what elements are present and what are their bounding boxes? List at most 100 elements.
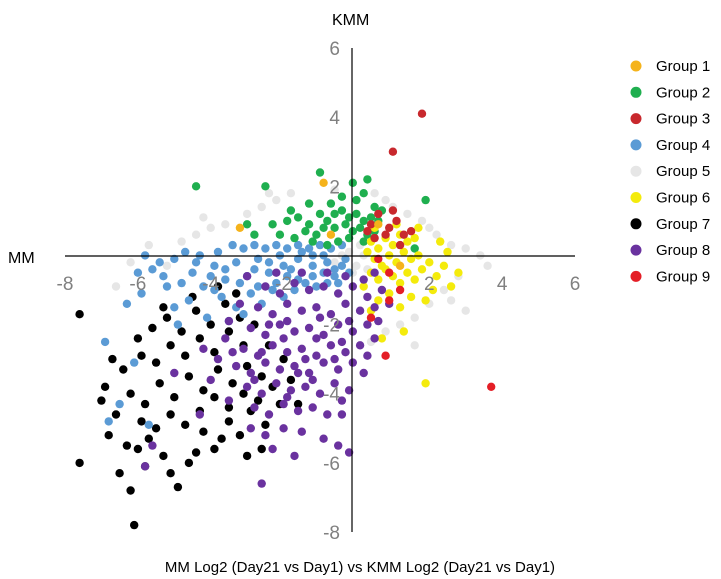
group-4-point [341,254,350,264]
group-7-point [151,424,161,433]
y-tick-label: 4 [329,108,340,129]
group-5-point [264,189,274,198]
group-8-point [341,272,350,281]
group-7-point [191,448,201,457]
group-2-point [304,199,314,208]
group-8-point [257,389,266,398]
group-8-point [301,354,310,364]
group-4-point [308,272,317,281]
group-7-point [184,372,194,381]
group-5-point [381,327,390,336]
group-4-point [104,417,113,426]
group-1-point [374,220,383,229]
group-4-point [272,240,281,250]
group-4-point [155,258,164,267]
group-8-point [239,344,248,353]
group-2-point [334,237,343,246]
legend-label-group-9: Group 9 [656,268,710,285]
group-2-point [337,206,347,215]
group-5-point [352,261,361,270]
group-2-point [275,230,285,239]
group-6-point [414,223,423,232]
group-9-point [385,296,394,305]
group-8-point [283,393,292,402]
y-tick-label: -6 [323,454,340,475]
group-7-point [75,458,84,468]
group-4-point [330,265,339,274]
group-8-point [344,448,354,457]
group-8-point [363,320,372,329]
group-4-point [173,320,183,329]
group-4-point [301,278,310,288]
group-5-point [410,313,419,322]
group-4-point [181,247,190,257]
group-9-point [487,382,496,391]
group-6-point [421,296,430,305]
group-6-point [399,327,408,336]
group-2-point [421,195,430,205]
group-4-point [137,289,146,298]
group-8-point [319,434,328,443]
y-tick-label: 6 [329,39,340,60]
group-8-point [250,375,259,385]
group-5-point [257,202,266,212]
group-8-point [261,282,270,291]
group-8-point [293,406,303,416]
group-7-point [181,420,190,429]
group-4-point [250,240,259,250]
group-2-point [323,216,332,226]
group-4-point [293,254,303,264]
group-4-point [308,261,317,270]
group-5-point [162,261,172,270]
y-tick-label: -2 [323,316,340,337]
group-7-point [195,334,204,343]
group-4-point [221,275,230,284]
group-5-point [286,189,296,198]
group-8-point [283,316,292,326]
group-2-point [301,227,310,236]
group-8-point [290,451,299,461]
legend-label-group-1: Group 1 [656,58,710,75]
group-5-point [191,230,201,239]
group-7-point [232,289,241,298]
group-8-point [279,399,288,409]
group-7-point [184,458,194,468]
group-5-point [381,195,390,205]
group-5-point [403,209,412,219]
group-7-point [108,354,117,364]
group-5-point [344,247,354,257]
group-4-point [144,420,153,429]
group-5-point [483,261,492,270]
group-8-point [242,272,252,281]
group-4-point [290,285,299,295]
group-5-point [206,223,215,232]
group-8-point [261,431,270,440]
group-2-point [268,220,277,229]
group-4-point [202,313,212,322]
group-8-point [246,424,255,433]
group-8-point [341,299,350,308]
group-1-point [326,230,336,239]
x-axis-label: MM [8,250,35,267]
group-2-point [355,223,365,232]
group-2-point [348,178,357,187]
group-7-point [224,417,234,426]
legend-marker-group-4 [630,139,642,151]
legend-marker-group-5 [630,165,642,177]
group-6-point [403,268,412,277]
group-8-point [206,375,215,385]
group-8-point [359,368,368,378]
group-8-point [242,382,252,391]
group-8-point [224,316,234,326]
group-6-point [406,292,416,302]
x-tick-label: -8 [57,274,74,295]
group-2-point [250,230,259,239]
group-7-point [235,431,245,440]
group-8-point [377,285,387,295]
group-7-point [144,434,153,443]
group-5-point [111,282,121,291]
group-8-point [334,365,343,374]
group-4-point [264,258,274,267]
group-2-point [359,237,368,246]
group-8-point [228,348,237,357]
